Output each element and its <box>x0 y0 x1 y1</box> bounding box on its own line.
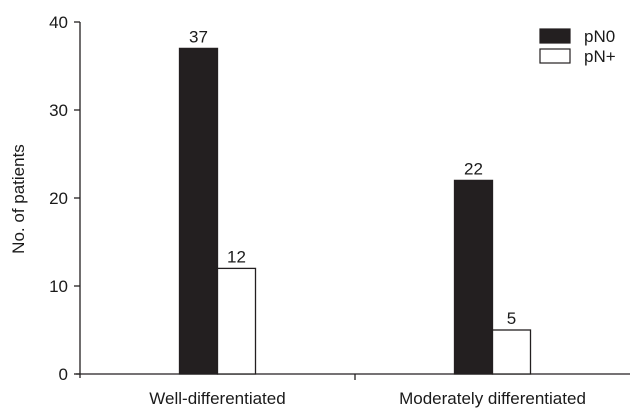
x-tick-label: Well-differentiated <box>149 389 285 408</box>
legend-label: pN0 <box>584 27 615 46</box>
y-tick-label: 40 <box>49 13 68 32</box>
y-tick-label: 30 <box>49 101 68 120</box>
axes: 0 10 20 30 40 Well-differentiated Moderately d… <box>49 13 630 408</box>
y-tick-label: 10 <box>49 277 68 296</box>
bar-pN-0 <box>216 267 257 375</box>
bar-pN-1 <box>491 329 532 375</box>
bar-pN0-1 <box>453 179 494 375</box>
x-tick-label: Moderately differentiated <box>399 389 586 408</box>
bars: 37 12 22 5 <box>178 27 532 375</box>
y-tick-label: 20 <box>49 189 68 208</box>
y-axis-title: No. of patients <box>9 144 28 254</box>
bar-pN0-0 <box>178 47 219 375</box>
y-tick-label: 0 <box>59 365 68 384</box>
legend-swatch <box>539 28 571 44</box>
legend-label: pN+ <box>584 47 616 66</box>
data-label: 5 <box>507 309 516 328</box>
data-label: 22 <box>464 159 483 178</box>
data-label: 12 <box>227 247 246 266</box>
data-label: 37 <box>189 27 208 46</box>
legend-swatch <box>539 48 571 64</box>
